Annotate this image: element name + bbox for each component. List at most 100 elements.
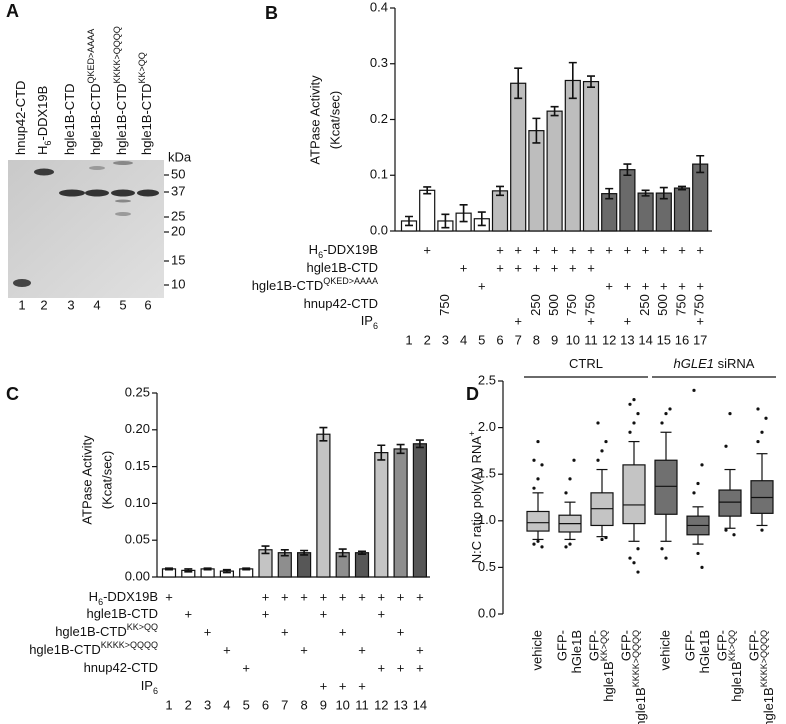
y-tick-label: 0.25	[125, 384, 150, 399]
lane-label-part: hgle1B-CTD	[88, 83, 103, 155]
x-tick-label: vehicle	[529, 630, 544, 670]
condition-label-part: IP	[361, 313, 373, 328]
condition-label-part: 6	[373, 321, 378, 331]
x-tick-label: 12	[602, 332, 616, 347]
error-bar	[405, 215, 413, 227]
x-tick-label-part: hgle1B	[601, 661, 616, 701]
outlier	[636, 547, 640, 551]
panel-label: C	[6, 384, 19, 404]
x-tick-label: 10	[566, 332, 580, 347]
condition-label: IP6	[141, 678, 158, 696]
error-bar	[377, 444, 386, 461]
condition-cell: +	[569, 242, 577, 257]
outlier	[756, 439, 760, 444]
bar	[528, 130, 545, 232]
x-tick-label: 1	[165, 697, 172, 712]
error-bar	[261, 545, 270, 555]
condition-cell: +	[605, 278, 613, 293]
error-bar	[280, 548, 289, 557]
condition-cell: +	[320, 678, 328, 693]
y-tick-label: 0.0	[370, 222, 388, 237]
outlier	[636, 570, 640, 574]
lane-label-part: -DDX19B	[35, 86, 50, 141]
group-label-part: CTRL	[569, 356, 603, 371]
condition-cell: 500	[655, 294, 670, 316]
marker-label: 37	[171, 183, 185, 198]
outlier	[728, 412, 732, 416]
x-tick-label: 3	[204, 697, 211, 712]
error-bar	[496, 185, 504, 197]
bar	[637, 192, 654, 232]
outlier	[540, 545, 544, 549]
error-bar	[696, 154, 705, 174]
outlier	[660, 421, 664, 425]
condition-cell: +	[262, 589, 270, 604]
outlier	[628, 430, 632, 434]
condition-cell: +	[339, 678, 347, 693]
outlier	[628, 556, 632, 560]
condition-label-part: KK>QQ	[127, 622, 158, 632]
condition-cell: +	[300, 642, 308, 657]
condition-cell: +	[587, 242, 595, 257]
outlier	[596, 458, 600, 462]
condition-cell: +	[242, 660, 250, 675]
condition-label-part: IP	[141, 678, 153, 693]
condition-label: IP6	[361, 313, 378, 331]
x-tick-label: 2	[424, 332, 431, 347]
x-tick-label: 9	[551, 332, 558, 347]
condition-cell: +	[533, 242, 541, 257]
outlier	[668, 407, 672, 411]
error-bar	[165, 567, 173, 571]
condition-cell: 750	[582, 294, 597, 316]
gel-bands	[13, 161, 159, 287]
error-bar	[358, 550, 366, 555]
condition-cell: +	[378, 589, 386, 604]
y-tick-label: 0.20	[125, 421, 150, 436]
y-axis-label-part: +	[467, 431, 477, 436]
condition-cell: +	[478, 278, 486, 293]
y-tick-label: 1.0	[478, 512, 496, 527]
condition-label: H6-DDX19B	[89, 589, 158, 607]
lane-label: hgle1B-CTDKK>QQ	[137, 52, 154, 155]
condition-label: hgle1B-CTD	[86, 606, 158, 621]
condition-cell: 750	[437, 294, 452, 316]
x-tick-label: hgle1BKKKK>QQQQ	[631, 630, 648, 724]
x-tick-label: 17	[693, 332, 707, 347]
x-tick-label: 12	[374, 697, 388, 712]
condition-cell: +	[605, 242, 613, 257]
outlier	[604, 439, 608, 444]
x-tick-label: 9	[320, 697, 327, 712]
condition-cell: +	[678, 278, 686, 293]
condition-cell: +	[223, 642, 231, 657]
condition-cell: +	[551, 260, 559, 275]
outlier	[600, 449, 604, 453]
marker-ticks	[164, 174, 169, 286]
condition-cell: +	[378, 660, 386, 675]
condition-label: hnup42-CTD	[84, 660, 158, 675]
lane-label-part: KKKK>QQQQ	[112, 26, 122, 83]
error-bar	[300, 549, 309, 556]
error-bar	[532, 117, 541, 144]
error-bar	[605, 187, 614, 200]
x-tick-label: 8	[300, 697, 307, 712]
condition-cell: +	[397, 660, 405, 675]
x-tick-label: vehicle	[657, 630, 672, 670]
group-label-part: hGLE1	[674, 356, 714, 371]
x-tick-label: 7	[281, 697, 288, 712]
x-tick-label: GFP-	[682, 630, 697, 661]
box	[654, 459, 678, 515]
y-axis-label-part: N:C ratio poly(A)	[469, 467, 484, 563]
lane-label: hgle1B-CTDKKKK>QQQQ	[112, 26, 129, 155]
condition-cell: +	[660, 242, 668, 257]
lane-number: 3	[67, 297, 74, 312]
marker-label: 10	[171, 276, 185, 291]
x-tick-label: 6	[496, 332, 503, 347]
condition-cell: +	[358, 589, 366, 604]
outlier	[660, 547, 664, 551]
condition-cell: +	[416, 660, 424, 675]
x-tick-label-part: hgle1B	[761, 687, 776, 724]
bar	[564, 79, 581, 232]
y-tick-label: 0.15	[125, 458, 150, 473]
condition-cell: +	[624, 278, 632, 293]
lane-number: 6	[144, 297, 151, 312]
